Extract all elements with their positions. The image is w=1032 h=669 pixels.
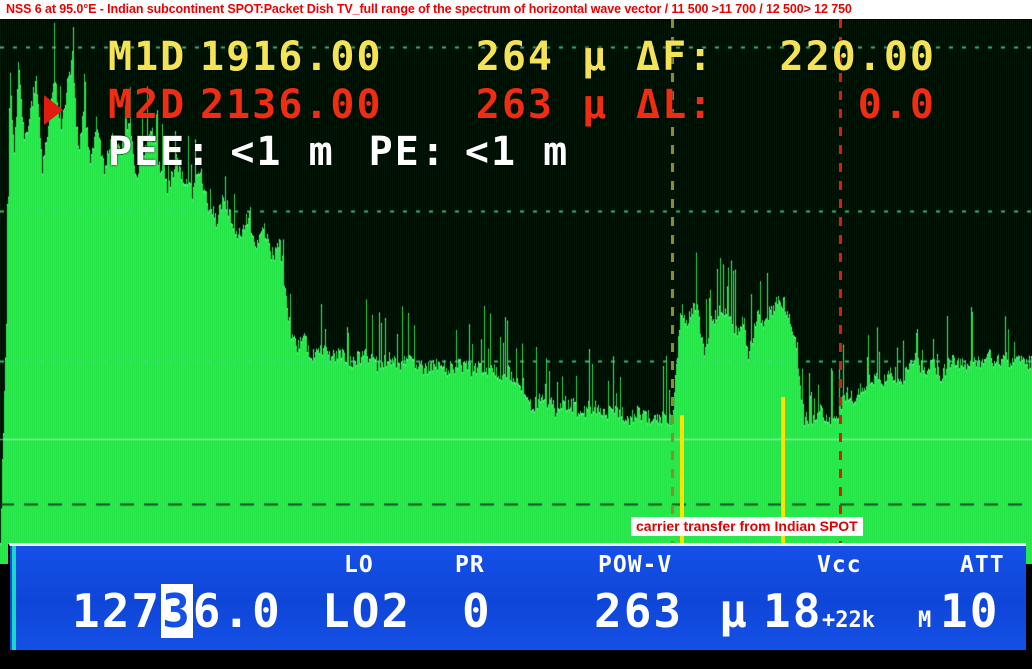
frequency-prefix: 127 xyxy=(72,584,162,638)
carrier-transfer-annotation: carrier transfer from Indian SPOT xyxy=(631,517,863,536)
tuning-pointer-icon xyxy=(44,95,63,125)
peak-stem-1 xyxy=(680,415,684,545)
vcc-offset: +22k xyxy=(822,608,875,633)
att-value[interactable]: 10 xyxy=(940,584,1000,638)
caption-bar: NSS 6 at 95.0°E - Indian subcontinent SP… xyxy=(0,0,1032,19)
powv-unit: µ xyxy=(719,584,749,638)
pr-header: PR xyxy=(455,552,485,578)
frequency-readout[interactable]: 12736.0 xyxy=(72,584,282,638)
lo-value[interactable]: LO2 xyxy=(322,584,412,638)
lo-header: LO xyxy=(344,552,374,578)
powv-value[interactable]: 263 xyxy=(594,584,684,638)
powv-header: POW-V xyxy=(598,552,673,578)
pr-value[interactable]: 0 xyxy=(462,584,492,638)
frequency-suffix: 6.0 xyxy=(192,584,282,638)
spectrum-trace[interactable] xyxy=(0,19,1032,564)
att-mode: M xyxy=(918,608,932,633)
marker1-cursor-line[interactable] xyxy=(671,19,674,564)
marker2-cursor-line[interactable] xyxy=(839,19,842,564)
att-header: ATT xyxy=(960,552,1005,578)
vcc-value[interactable]: 18 xyxy=(763,584,823,638)
vcc-header: Vcc xyxy=(817,552,862,578)
status-bar: 12736.0 LO LO2 PR 0 POW-V 263 µ Vcc 18 +… xyxy=(8,543,1026,650)
peak-stem-2 xyxy=(781,397,785,545)
frequency-cursor-digit[interactable]: 3 xyxy=(161,584,193,638)
status-bar-edge xyxy=(12,546,16,650)
